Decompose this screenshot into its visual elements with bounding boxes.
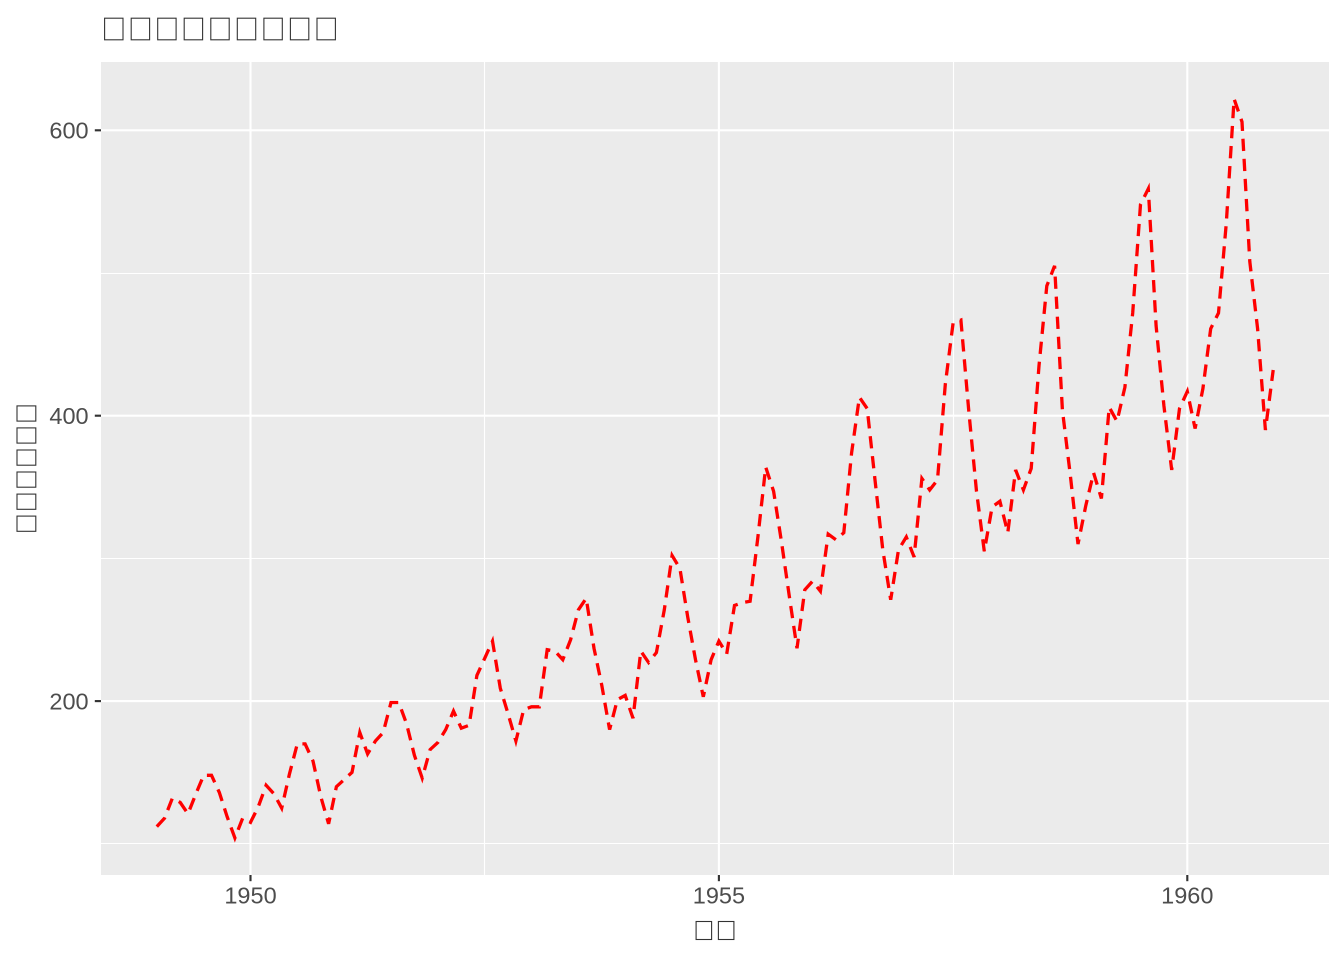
svg-text:400: 400 xyxy=(49,403,88,429)
svg-text:200: 200 xyxy=(49,688,88,714)
svg-text:600: 600 xyxy=(49,118,88,144)
svg-text:1950: 1950 xyxy=(224,883,276,909)
svg-text:1960: 1960 xyxy=(1161,883,1213,909)
svg-text:1955: 1955 xyxy=(693,883,745,909)
